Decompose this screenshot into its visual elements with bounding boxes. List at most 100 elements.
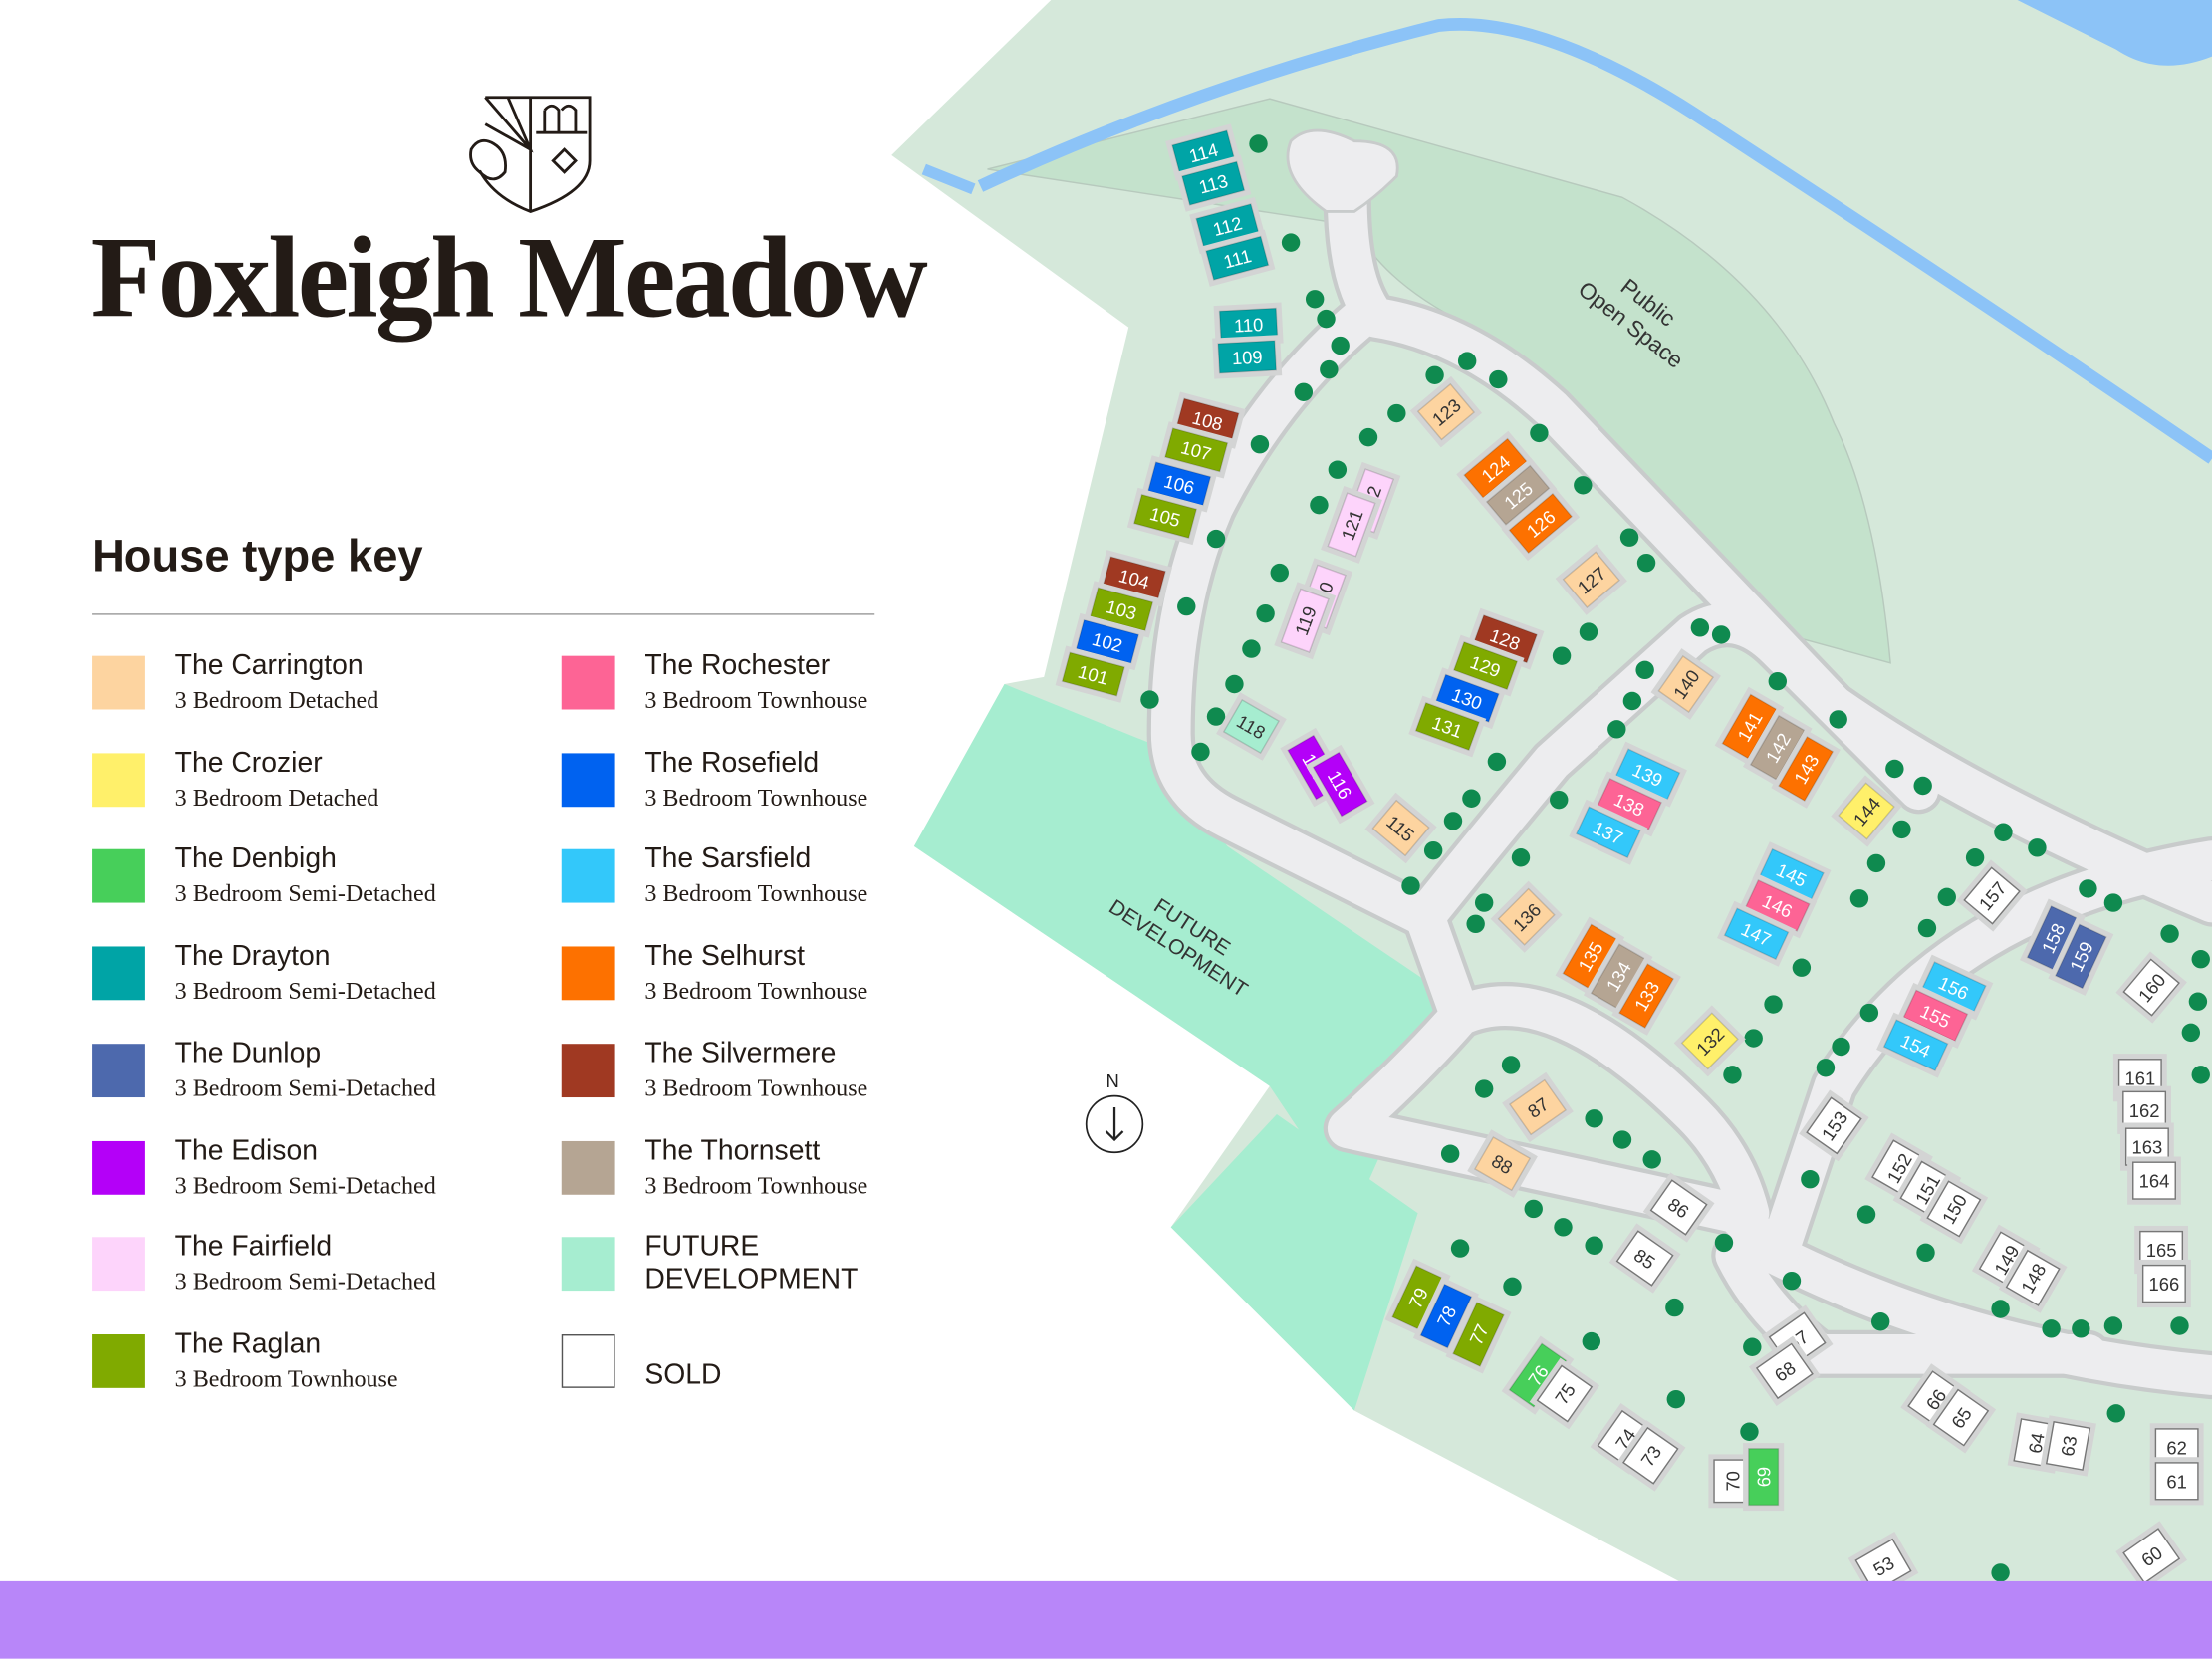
plot-143[interactable]: 143 bbox=[1771, 729, 1841, 809]
plot-144[interactable]: 144 bbox=[1831, 775, 1902, 847]
plot-66[interactable]: 66 bbox=[1900, 1363, 1971, 1436]
plot-129[interactable]: 129 bbox=[1446, 634, 1525, 697]
plot-135[interactable]: 135 bbox=[1555, 916, 1625, 997]
plot-159[interactable]: 159 bbox=[2048, 916, 2114, 996]
plot-61[interactable]: 61 bbox=[2149, 1457, 2204, 1506]
plot-86[interactable]: 86 bbox=[1642, 1172, 1715, 1243]
plot-137[interactable]: 137 bbox=[1569, 799, 1648, 865]
plot-102[interactable]: 102 bbox=[1069, 612, 1146, 671]
plot-101[interactable]: 101 bbox=[1055, 645, 1131, 703]
legend-name: The Raglan bbox=[174, 1328, 322, 1360]
plot-78[interactable]: 78 bbox=[1412, 1277, 1479, 1356]
plot-154[interactable]: 154 bbox=[1876, 1012, 1956, 1078]
plot-69[interactable]: 69 bbox=[1743, 1443, 1785, 1512]
legend-item: The Rochester 3 Bedroom Townhouse bbox=[561, 650, 985, 741]
plot-88[interactable]: 88 bbox=[1467, 1129, 1538, 1198]
plot-136[interactable]: 136 bbox=[1490, 880, 1563, 953]
tree bbox=[1816, 1059, 1836, 1077]
plot-113[interactable]: 113 bbox=[1175, 154, 1252, 212]
tree bbox=[2191, 1066, 2210, 1084]
plot-109[interactable]: 109 bbox=[1212, 335, 1283, 379]
plot-139[interactable]: 139 bbox=[1607, 741, 1687, 808]
plot-73[interactable]: 73 bbox=[1615, 1419, 1686, 1492]
plot-87[interactable]: 87 bbox=[1502, 1071, 1574, 1143]
tree bbox=[1913, 776, 1932, 796]
plot-158[interactable]: 158 bbox=[2020, 898, 2086, 978]
plot-121[interactable]: 121 bbox=[1321, 485, 1382, 564]
plot-111[interactable]: 111 bbox=[1199, 229, 1276, 287]
plot-number: 64 bbox=[2024, 1431, 2048, 1455]
plot-164[interactable]: 164 bbox=[2127, 1156, 2181, 1205]
plot-166[interactable]: 166 bbox=[2136, 1259, 2191, 1308]
plot-75[interactable]: 75 bbox=[1529, 1357, 1600, 1430]
tree bbox=[1937, 887, 1956, 907]
house-footprint bbox=[1419, 1283, 1473, 1349]
plot-105[interactable]: 105 bbox=[1126, 487, 1204, 546]
plot-number: 69 bbox=[1754, 1467, 1775, 1487]
plot-127[interactable]: 127 bbox=[1555, 544, 1627, 615]
plot-76[interactable]: 76 bbox=[1501, 1335, 1575, 1415]
plot-116[interactable]: 116 bbox=[1305, 744, 1375, 825]
tree bbox=[1487, 752, 1507, 772]
legend-item: The Raglan 3 Bedroom Townhouse bbox=[92, 1328, 515, 1419]
plot-147[interactable]: 147 bbox=[1717, 900, 1797, 967]
legend-swatch bbox=[561, 1043, 615, 1097]
tree bbox=[1574, 476, 1593, 495]
plot-146[interactable]: 146 bbox=[1738, 872, 1818, 939]
tree bbox=[1764, 995, 1783, 1014]
plot-153[interactable]: 153 bbox=[1799, 1089, 1869, 1162]
tree bbox=[1140, 690, 1159, 709]
plot-125[interactable]: 125 bbox=[1478, 457, 1558, 533]
plot-128[interactable]: 128 bbox=[1466, 607, 1545, 670]
plot-132[interactable]: 132 bbox=[1673, 1005, 1746, 1077]
plot-79[interactable]: 79 bbox=[1384, 1258, 1451, 1337]
legend-swatch bbox=[92, 946, 145, 1001]
legend-description: 3 Bedroom Semi-Detached bbox=[174, 1171, 436, 1199]
plot-140[interactable]: 140 bbox=[1650, 648, 1721, 720]
north-arrow-icon bbox=[1105, 1106, 1124, 1142]
tree bbox=[1856, 1205, 1876, 1224]
plot-119[interactable]: 119 bbox=[1274, 582, 1337, 660]
house-footprint bbox=[1132, 493, 1198, 540]
house-footprint bbox=[1181, 160, 1246, 206]
plot-63[interactable]: 63 bbox=[2040, 1415, 2096, 1477]
plot-number: 62 bbox=[2166, 1437, 2186, 1458]
plot-123[interactable]: 123 bbox=[1409, 375, 1483, 448]
plot-77[interactable]: 77 bbox=[1445, 1295, 1512, 1374]
legend-swatch bbox=[561, 1140, 615, 1195]
road bbox=[1404, 603, 1939, 937]
house-footprint bbox=[1618, 963, 1675, 1029]
legend-swatch bbox=[561, 1237, 615, 1292]
plot-145[interactable]: 145 bbox=[1752, 841, 1832, 908]
house-footprint bbox=[1657, 655, 1714, 713]
plot-65[interactable]: 65 bbox=[1925, 1381, 1997, 1454]
plot-74[interactable]: 74 bbox=[1590, 1402, 1660, 1475]
plot-150[interactable]: 150 bbox=[1919, 1173, 1989, 1245]
plot-85[interactable]: 85 bbox=[1608, 1223, 1681, 1294]
tree bbox=[2188, 992, 2208, 1011]
plot-131[interactable]: 131 bbox=[1408, 695, 1487, 758]
plot-133[interactable]: 133 bbox=[1611, 956, 1681, 1036]
house-footprint bbox=[1327, 492, 1376, 558]
legend-description: 3 Bedroom Townhouse bbox=[644, 1171, 868, 1199]
plot-118[interactable]: 118 bbox=[1216, 692, 1287, 761]
plot-68[interactable]: 68 bbox=[1749, 1335, 1821, 1407]
tree bbox=[1991, 1563, 2010, 1582]
plot-number: 164 bbox=[2139, 1171, 2170, 1192]
tree bbox=[1743, 1337, 1762, 1356]
house-footprint bbox=[1575, 806, 1641, 859]
tree bbox=[1474, 893, 1494, 912]
plot-157[interactable]: 157 bbox=[1956, 859, 2028, 932]
legend-description: 3 Bedroom Semi-Detached bbox=[174, 977, 436, 1005]
plot-60[interactable]: 60 bbox=[2115, 1521, 2188, 1591]
plot-115[interactable]: 115 bbox=[1364, 792, 1437, 864]
tree bbox=[1740, 1422, 1759, 1441]
trees bbox=[1140, 134, 2210, 1582]
tree bbox=[1281, 233, 1301, 252]
plot-148[interactable]: 148 bbox=[1998, 1243, 2068, 1313]
tree bbox=[1489, 369, 1508, 389]
plot-160[interactable]: 160 bbox=[2115, 951, 2187, 1024]
plot-126[interactable]: 126 bbox=[1501, 485, 1581, 562]
tree bbox=[1666, 1389, 1686, 1409]
plot-156[interactable]: 156 bbox=[1914, 954, 1994, 1021]
